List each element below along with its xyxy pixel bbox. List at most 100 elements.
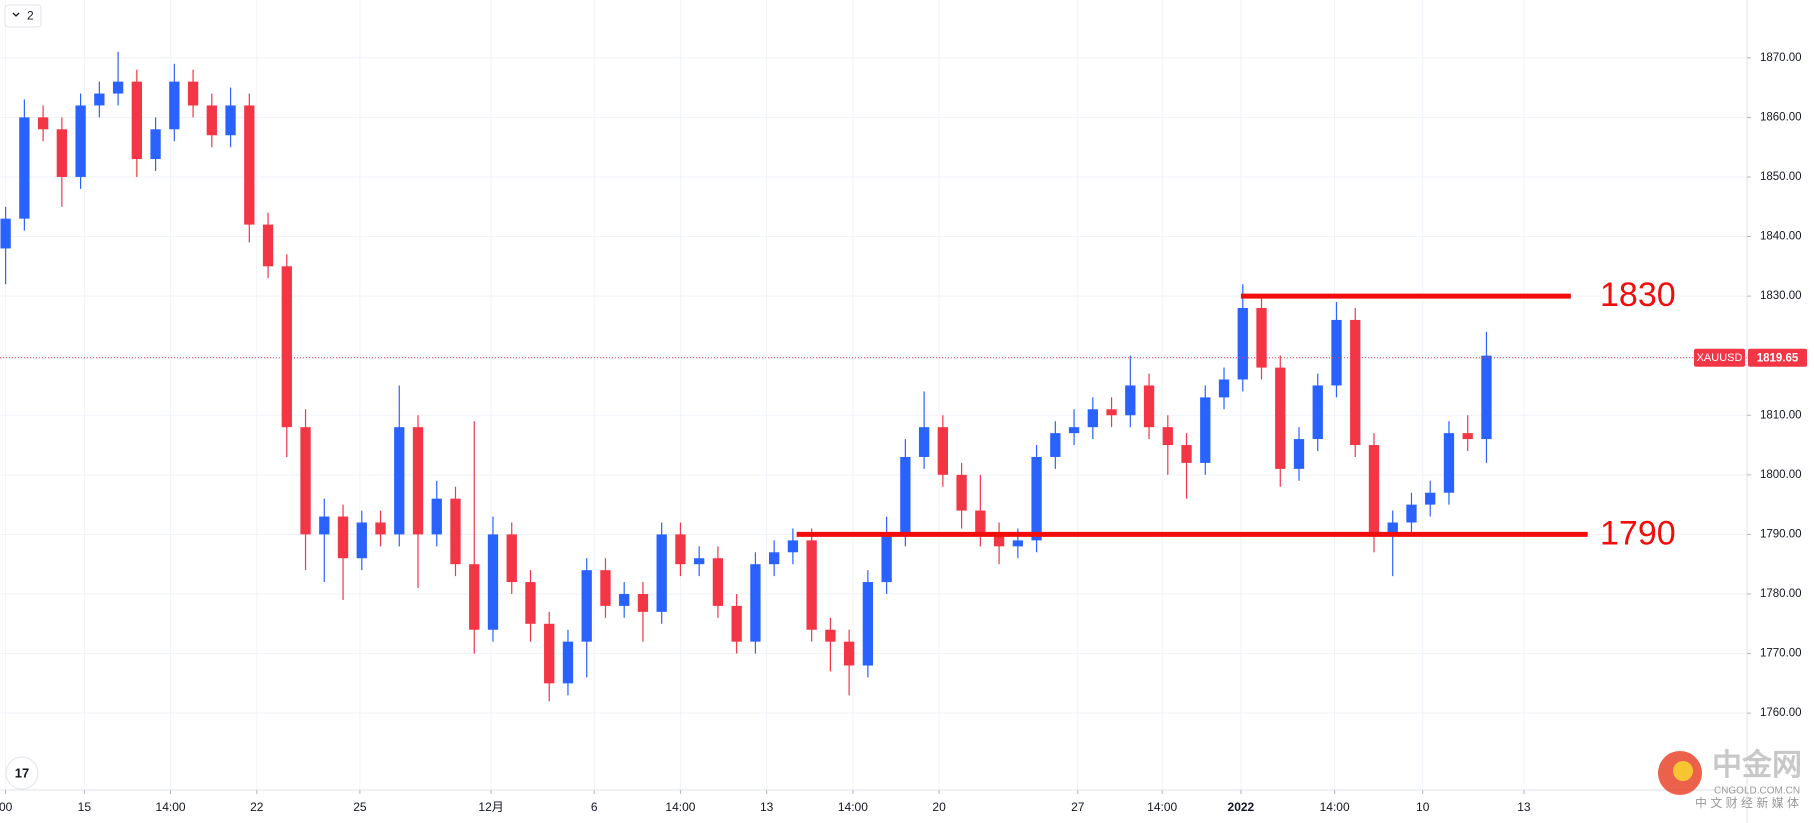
y-tick-label: 1770.00: [1760, 648, 1802, 660]
tv-logo[interactable]: 17: [5, 756, 39, 790]
candle-body: [825, 629, 836, 642]
candle-body: [206, 105, 217, 136]
candle-body: [1425, 492, 1436, 505]
y-tick-label: 1780.00: [1760, 588, 1802, 600]
candle-body: [1125, 385, 1136, 416]
candle-body: [375, 522, 386, 535]
y-tick-label: 1870.00: [1760, 52, 1802, 64]
candle-body: [487, 534, 499, 630]
candle-body: [525, 582, 536, 624]
candle-body: [319, 516, 330, 535]
level-label: 1790: [1600, 514, 1676, 552]
candle-body: [712, 558, 724, 606]
x-tick-label: 12月: [478, 800, 503, 814]
candle-body: [637, 593, 649, 612]
y-tick-label: 1850.00: [1760, 171, 1802, 183]
candle-body: [1256, 308, 1267, 368]
y-tick-label: 1760.00: [1760, 707, 1802, 719]
y-tick-label: 1860.00: [1760, 111, 1802, 123]
candle-body: [225, 105, 236, 136]
candle-body: [862, 582, 874, 666]
y-tick-label: 1800.00: [1760, 469, 1802, 481]
candle-body: [187, 81, 199, 106]
candle-body: [356, 522, 367, 559]
candle-body: [1406, 504, 1417, 523]
candle-body: [694, 558, 705, 565]
candle-body: [394, 427, 405, 535]
candle-body: [806, 540, 817, 630]
candle-body: [1462, 433, 1473, 440]
plot: [0, 51, 1747, 702]
x-tick-label: 20: [932, 800, 946, 814]
x-tick-label: 13: [1517, 800, 1531, 814]
candle-body: [150, 129, 161, 160]
level-label: 1830: [1600, 276, 1676, 314]
candle-body: [675, 534, 686, 565]
candle-body: [1331, 319, 1342, 386]
price-label: 1819.65: [1757, 352, 1799, 364]
candle-body: [506, 534, 517, 583]
candle-body: [112, 81, 124, 94]
logo-circle[interactable]: [5, 756, 39, 790]
candle-body: [412, 427, 424, 535]
candle-body: [975, 510, 986, 535]
candle-body: [56, 129, 68, 177]
interval-badge[interactable]: 2: [4, 4, 42, 28]
y-tick-label: 1790.00: [1760, 528, 1802, 540]
watermark-slogan: 中 文 财 经 新 媒 体: [1695, 795, 1799, 810]
candle-body: [768, 552, 780, 565]
y-tick-label: 1840.00: [1760, 231, 1802, 243]
x-tick-label: 14:00: [1147, 800, 1177, 814]
candle-body: [244, 105, 255, 225]
y-tick-label: 1830.00: [1760, 290, 1802, 302]
candle-body: [0, 218, 11, 249]
watermark-title: 中金网: [1712, 748, 1802, 782]
candle-body: [1481, 355, 1492, 440]
badge-text: 2: [27, 9, 34, 23]
candle-body: [131, 81, 142, 160]
candle-body: [656, 534, 667, 612]
candle-body: [1068, 427, 1080, 434]
candle-body: [900, 456, 911, 535]
candle-body: [1218, 379, 1230, 398]
candle-body: [1312, 385, 1323, 440]
symbol-tag: [1694, 348, 1745, 367]
watermark-domain: CNGOLD.COM.CN: [1714, 786, 1800, 797]
candle-body: [918, 427, 930, 457]
candle-body: [1143, 385, 1155, 428]
candle-body: [993, 534, 1005, 547]
price-tag: [1748, 348, 1807, 367]
candle-body: [1031, 456, 1042, 541]
x-tick-label: 27: [1071, 800, 1085, 814]
candle-body: [94, 93, 105, 106]
candle-body: [337, 516, 349, 559]
candle-body: [881, 534, 892, 583]
y-tick-label: 1810.00: [1760, 409, 1802, 421]
candle-body: [1012, 540, 1023, 547]
x-tick-label: 10: [1416, 800, 1430, 814]
candle-body: [544, 623, 555, 684]
x-tick-label: 2022: [1228, 800, 1255, 814]
candle-body: [1350, 319, 1361, 446]
candle-body: [937, 427, 949, 475]
x-tick-label: 6: [591, 800, 598, 814]
badge-box[interactable]: [4, 4, 42, 28]
x-tick-label: 15: [78, 800, 92, 814]
candle-body: [956, 474, 967, 511]
candle-body: [450, 498, 461, 565]
candle-body: [1275, 367, 1286, 469]
x-tick-label: 00: [0, 800, 13, 814]
candle-body: [750, 564, 761, 642]
candle-body: [1293, 439, 1305, 469]
candle-body: [731, 605, 742, 642]
candle-body: [843, 641, 855, 666]
candle-body: [1181, 445, 1192, 463]
candle-body: [787, 540, 799, 553]
candle-body: [169, 81, 180, 130]
logo-glyph: 17: [15, 765, 29, 780]
candle-body: [37, 117, 49, 130]
candle-body: [300, 427, 311, 535]
candle-body: [1368, 445, 1380, 535]
x-tick-label: 22: [250, 800, 264, 814]
